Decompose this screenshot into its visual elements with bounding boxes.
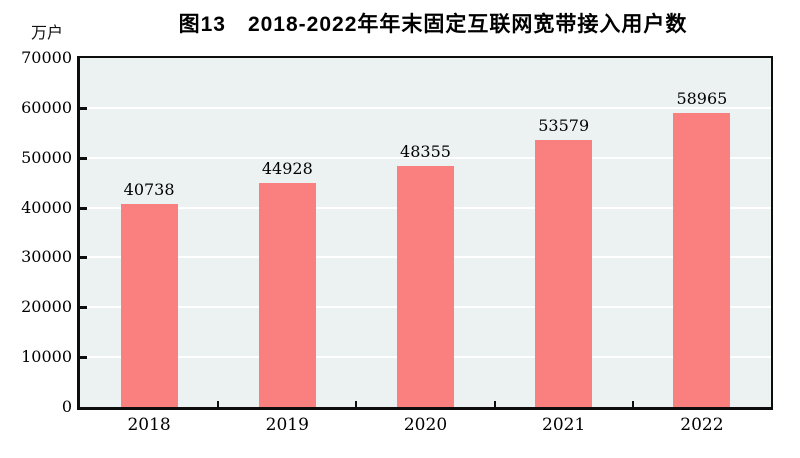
bar-value-label: 48355 xyxy=(400,141,451,161)
bar-2019 xyxy=(258,183,316,407)
x-axis-tick-mark xyxy=(355,401,358,407)
y-axis-tick-mark xyxy=(80,356,87,360)
y-axis-label: 0 xyxy=(61,397,72,416)
y-axis-tick-mark xyxy=(80,156,87,160)
bar-value-label: 44928 xyxy=(261,159,313,179)
x-axis-label: 2019 xyxy=(265,415,309,435)
y-axis-unit-label: 万户 xyxy=(31,25,64,42)
bar-2020 xyxy=(397,165,454,407)
x-axis-tick-mark xyxy=(631,401,634,407)
y-axis-label: 30000 xyxy=(21,247,72,267)
gridline xyxy=(80,156,771,159)
x-axis-label: 2022 xyxy=(680,415,724,435)
y-axis-tick-mark xyxy=(80,106,87,110)
x-axis-label: 2020 xyxy=(403,415,448,435)
bar-2021 xyxy=(535,139,593,407)
y-axis-label: 60000 xyxy=(21,97,72,117)
bar-value-label: 58965 xyxy=(676,89,728,109)
bar-value-label: 53579 xyxy=(538,115,590,135)
gridline xyxy=(80,106,771,109)
chart-title: 图13 2018-2022年年末固定互联网宽带接入用户数 xyxy=(178,13,688,36)
bar-value-label: 40738 xyxy=(123,179,175,199)
y-axis-label: 50000 xyxy=(21,147,72,167)
y-axis-tick-mark xyxy=(80,256,87,260)
bar-2018 xyxy=(120,203,178,407)
x-axis-label: 2021 xyxy=(542,415,586,435)
y-axis-tick-mark xyxy=(80,206,87,210)
y-axis-tick-mark xyxy=(80,306,87,310)
y-axis-label: 10000 xyxy=(21,347,72,367)
bar-2022 xyxy=(673,113,731,407)
plot-area: 40738 44928 48355 53579 58965 xyxy=(77,56,773,410)
x-axis-tick-mark xyxy=(493,401,496,407)
x-axis-tick-mark xyxy=(217,401,220,407)
y-axis-label: 40000 xyxy=(21,197,72,217)
y-axis-label: 70000 xyxy=(21,48,72,67)
x-axis-label: 2018 xyxy=(127,415,171,435)
y-axis-label: 20000 xyxy=(21,297,72,317)
